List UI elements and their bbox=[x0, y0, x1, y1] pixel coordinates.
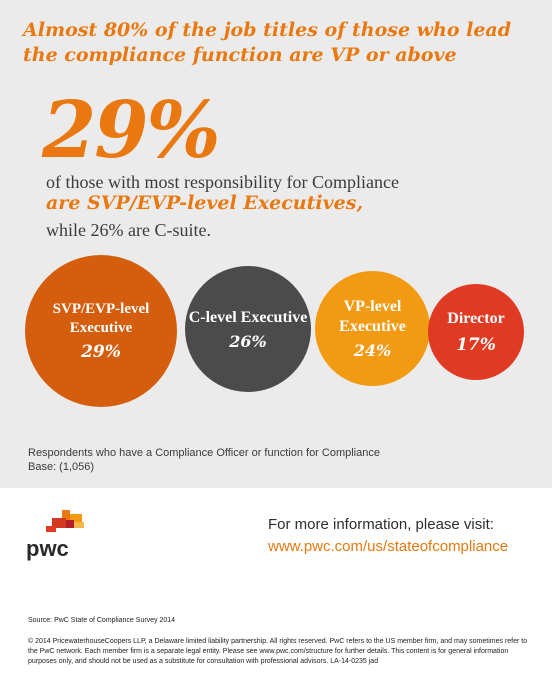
stat-line-2: are SVP/EVP-level Executives, bbox=[46, 192, 364, 214]
circle-director: Director 17% bbox=[428, 284, 524, 380]
circle-value: 26% bbox=[229, 331, 267, 351]
circle-value: 17% bbox=[456, 335, 496, 355]
headline: Almost 80% of the job titles of those wh… bbox=[23, 19, 512, 66]
circle-value: 24% bbox=[353, 341, 392, 360]
big-stat-value: 29% bbox=[42, 85, 221, 176]
base-line: Base: (1,056) bbox=[28, 461, 95, 473]
stat-line-1: of those with most responsibility for Co… bbox=[46, 172, 399, 192]
circle-label: SVP/EVP-level Executive bbox=[52, 301, 150, 336]
respondents-line: Respondents who have a Compliance Office… bbox=[28, 447, 380, 459]
source-note: Source: PwC State of Compliance Survey 2… bbox=[28, 617, 176, 624]
stat-line-3: while 26% are C-suite. bbox=[46, 220, 211, 240]
circle-label: C-level Executive bbox=[188, 308, 308, 326]
more-info-link[interactable]: www.pwc.com/us/stateofcompliance bbox=[268, 538, 509, 555]
more-info-text: For more information, please visit: bbox=[268, 516, 494, 533]
circle-label: Director bbox=[447, 310, 505, 327]
pwc-wordmark: pwc bbox=[26, 536, 69, 561]
legal-disclaimer: © 2014 PricewaterhouseCoopers LLP, a Del… bbox=[28, 638, 528, 665]
circle-vp-level: VP-level Executive 24% bbox=[315, 271, 430, 386]
pwc-logo-icon bbox=[46, 510, 84, 532]
infographic-panel bbox=[0, 0, 552, 488]
circle-value: 29% bbox=[81, 342, 121, 362]
circle-c-level: C-level Executive 26% bbox=[185, 266, 311, 392]
circle-label: VP-level Executive bbox=[339, 298, 406, 335]
circle-svp-evp: SVP/EVP-level Executive 29% bbox=[25, 255, 177, 407]
respondents-note: Respondents who have a Compliance Office… bbox=[28, 446, 448, 474]
